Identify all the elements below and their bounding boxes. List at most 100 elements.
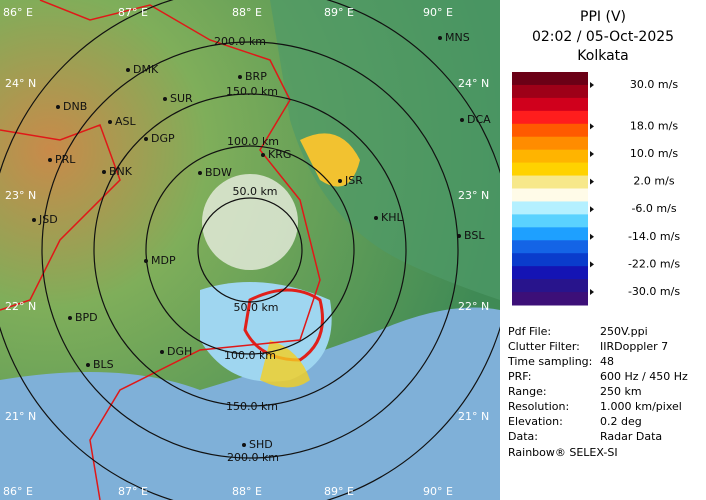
info-value: 48 [600,355,614,368]
color-band [512,110,588,125]
info-key: Clutter Filter: [508,340,580,353]
lon-label: 87° E [118,6,148,19]
lon-label: 86° E [3,6,33,19]
info-value: 0.2 deg [600,415,642,428]
color-band [512,149,588,164]
lat-label: 21° N [5,410,36,423]
color-band [512,136,588,151]
color-band [512,97,588,112]
scale-tick [590,151,594,157]
info-key: Elevation: [508,415,563,428]
city-dot [126,68,130,72]
city-dot [238,75,242,79]
city-dot [163,97,167,101]
legend-station: Kolkata [577,48,628,64]
scale-label: -30.0 m/s [628,285,680,298]
city-label: PRL [55,153,76,166]
color-band [512,292,588,306]
range-label: 150.0 km [226,400,278,413]
range-ring [93,93,407,407]
range-label: 200.0 km [227,451,279,464]
city-dot [144,137,148,141]
city-label: SHD [249,438,273,451]
info-key: Range: [508,385,547,398]
info-value: 250 km [600,385,642,398]
map-background [0,0,500,500]
city-label: DGH [167,345,192,358]
color-band [512,84,588,99]
info-value: IIRDoppler 7 [600,340,668,353]
info-key: PRF: [508,370,531,383]
info-value: 250V.ppi [600,325,648,338]
city-label: MDP [151,254,176,267]
lon-label: 90° E [423,485,453,498]
range-label: 200.0 km [214,35,266,48]
scale-label: -6.0 m/s [631,202,676,215]
lat-label: 22° N [5,300,36,313]
scale-label: 10.0 m/s [630,147,678,160]
range-ring [145,145,355,355]
city-label: JSD [38,213,58,226]
scale-label: 30.0 m/s [630,78,678,91]
city-label: DGP [151,132,175,145]
city-label: JSR [344,174,363,187]
city-dot [374,216,378,220]
lat-label: 23° N [458,189,489,202]
scale-tick [590,82,594,88]
color-band [512,214,588,228]
info-key: Time sampling: [507,355,592,368]
scale-tick [590,178,594,185]
legend-time: 02:02 / 05-Oct-2025 [532,29,674,45]
scale-tick [590,289,594,295]
city-dot [32,218,36,222]
color-band [512,240,588,254]
city-dot [198,171,202,175]
range-ring [41,41,459,459]
city-label: ASL [115,115,137,128]
city-label: BPD [75,311,98,324]
color-band [512,227,588,241]
city-dot [242,443,246,447]
city-dot [460,118,464,122]
lat-label: 23° N [5,189,36,202]
lat-label: 22° N [458,300,489,313]
lon-label: 88° E [232,6,262,19]
lat-label: 24° N [458,77,489,90]
info-value: 1.000 km/pixel [600,400,682,413]
info-value: 600 Hz / 450 Hz [600,370,688,383]
scale-tick [590,261,594,268]
scale-label: -14.0 m/s [628,230,680,243]
scale-tick [590,123,594,130]
info-key: Pdf File: [508,325,551,338]
city-label: DNB [63,100,87,113]
scale-label: 18.0 m/s [630,119,678,132]
city-dot [56,105,60,109]
scale-label: -22.0 m/s [628,257,680,270]
scale-label: 2.0 m/s [633,175,674,188]
city-dot [160,350,164,354]
lon-label: 89° E [324,485,354,498]
color-band [512,175,588,189]
footer: Rainbow® SELEX-SI [508,446,618,459]
lon-label: 87° E [118,485,148,498]
lon-label: 89° E [324,6,354,19]
range-label: 150.0 km [226,85,278,98]
city-label: DMK [133,63,159,76]
city-label: KHL [381,211,403,224]
range-ring [197,197,303,303]
color-band [512,188,588,202]
city-label: BLS [93,358,114,371]
scale-tick [590,206,594,213]
color-band [512,162,588,177]
color-band [512,123,588,138]
city-label: BNK [109,165,133,178]
range-label: 50.0 km [233,301,278,314]
city-dot [102,170,106,174]
range-label: 50.0 km [232,185,277,198]
info-key: Resolution: [508,400,569,413]
lon-label: 88° E [232,485,262,498]
lon-label: 86° E [3,485,33,498]
color-band [512,72,588,86]
